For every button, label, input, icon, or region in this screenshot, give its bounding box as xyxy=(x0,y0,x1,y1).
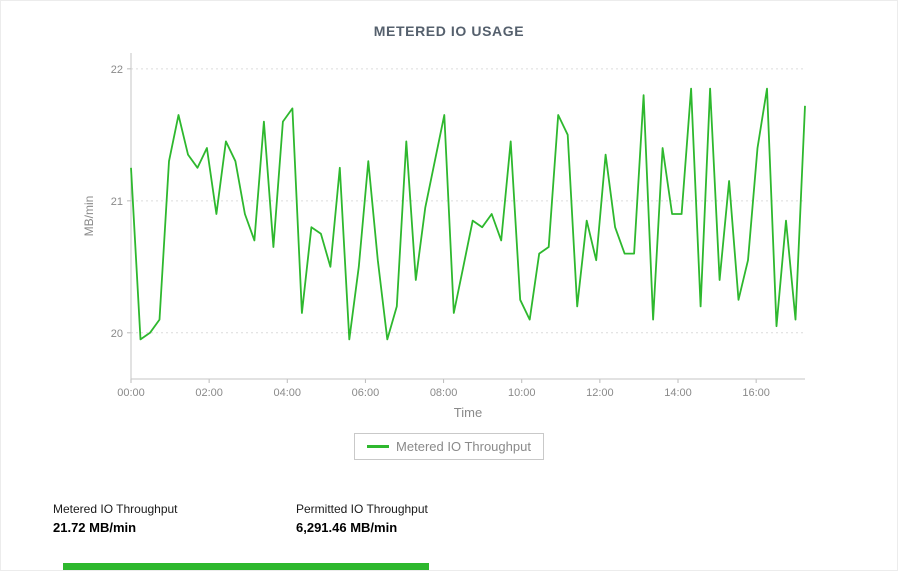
legend-line-icon xyxy=(367,445,390,448)
svg-text:12:00: 12:00 xyxy=(586,387,614,399)
stat-metered-io: Metered IO Throughput 21.72 MB/min xyxy=(53,502,296,535)
svg-text:00:00: 00:00 xyxy=(117,387,145,399)
svg-text:22: 22 xyxy=(111,64,123,76)
io-usage-line-chart: 20 21 22 00:00 02:00 04:00 06:00 08:00 10:00 12:0… xyxy=(82,53,806,420)
legend-row: Metered IO Throughput xyxy=(79,433,819,460)
svg-text:14:00: 14:00 xyxy=(664,387,692,399)
stat-metered-io-label: Metered IO Throughput xyxy=(53,502,178,516)
stats-row: Metered IO Throughput 21.72 MB/min Permi… xyxy=(1,502,897,535)
svg-text:16:00: 16:00 xyxy=(742,387,770,399)
svg-text:21: 21 xyxy=(111,196,123,208)
svg-text:Time: Time xyxy=(454,405,482,420)
scrollbar-thumb[interactable] xyxy=(63,563,429,570)
svg-text:02:00: 02:00 xyxy=(195,387,223,399)
stat-metered-io-value: 21.72 MB/min xyxy=(53,520,137,535)
chart-title: METERED IO USAGE xyxy=(373,23,525,39)
svg-text:06:00: 06:00 xyxy=(352,387,380,399)
stat-permitted-io: Permitted IO Throughput 6,291.46 MB/min xyxy=(296,502,539,535)
chart-area: 20 21 22 00:00 02:00 04:00 06:00 08:00 10:00 12:0… xyxy=(79,45,819,425)
legend-box: Metered IO Throughput xyxy=(354,433,544,460)
svg-text:08:00: 08:00 xyxy=(430,387,458,399)
scrollbar-track xyxy=(1,562,897,570)
svg-text:20: 20 xyxy=(111,328,123,340)
stat-permitted-io-label: Permitted IO Throughput xyxy=(296,502,428,516)
svg-text:MB/min: MB/min xyxy=(82,196,96,237)
svg-text:10:00: 10:00 xyxy=(508,387,536,399)
stat-permitted-io-value: 6,291.46 MB/min xyxy=(296,520,398,535)
metered-io-usage-card: METERED IO USAGE 20 21 22 00:00 02:00 04:00 06… xyxy=(1,1,897,460)
legend-label: Metered IO Throughput xyxy=(396,439,531,454)
svg-text:04:00: 04:00 xyxy=(274,387,302,399)
